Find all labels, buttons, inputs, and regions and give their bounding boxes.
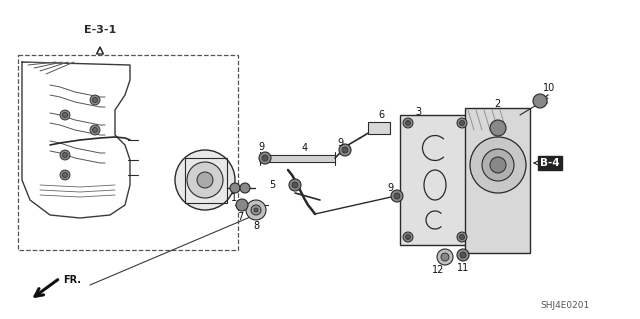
Text: 5: 5 xyxy=(269,180,275,190)
Text: 8: 8 xyxy=(253,221,259,231)
Circle shape xyxy=(60,150,70,160)
Circle shape xyxy=(175,150,235,210)
Text: 12: 12 xyxy=(431,265,444,275)
Circle shape xyxy=(240,183,250,193)
Text: 1: 1 xyxy=(231,193,237,203)
Circle shape xyxy=(406,234,410,240)
Circle shape xyxy=(289,179,301,191)
Circle shape xyxy=(460,121,465,125)
Text: 10: 10 xyxy=(543,83,555,93)
Circle shape xyxy=(259,152,271,164)
Circle shape xyxy=(90,95,100,105)
Bar xyxy=(260,155,335,162)
Circle shape xyxy=(482,149,514,181)
Circle shape xyxy=(339,144,351,156)
Circle shape xyxy=(236,199,248,211)
Circle shape xyxy=(490,157,506,173)
Text: FR.: FR. xyxy=(63,275,81,285)
Circle shape xyxy=(246,200,266,220)
Circle shape xyxy=(63,173,67,177)
Text: 4: 4 xyxy=(302,143,308,153)
Circle shape xyxy=(394,193,400,199)
Circle shape xyxy=(441,253,449,261)
Text: E-3-1: E-3-1 xyxy=(84,25,116,35)
Circle shape xyxy=(90,125,100,135)
Circle shape xyxy=(254,208,258,212)
Text: B-4: B-4 xyxy=(540,158,559,168)
Text: SHJ4E0201: SHJ4E0201 xyxy=(540,300,589,309)
Bar xyxy=(400,115,470,245)
Circle shape xyxy=(490,120,506,136)
Text: 9: 9 xyxy=(337,138,343,148)
Circle shape xyxy=(187,162,223,198)
Circle shape xyxy=(391,190,403,202)
Circle shape xyxy=(403,118,413,128)
Circle shape xyxy=(63,113,67,117)
Circle shape xyxy=(457,232,467,242)
Circle shape xyxy=(403,232,413,242)
Bar xyxy=(185,158,227,203)
Circle shape xyxy=(460,252,466,258)
Circle shape xyxy=(470,137,526,193)
Text: 9: 9 xyxy=(387,183,393,193)
Circle shape xyxy=(533,94,547,108)
Circle shape xyxy=(230,183,240,193)
Circle shape xyxy=(262,155,268,161)
Circle shape xyxy=(60,170,70,180)
Circle shape xyxy=(437,249,453,265)
Circle shape xyxy=(342,147,348,153)
Bar xyxy=(465,108,530,253)
Text: 7: 7 xyxy=(237,212,243,222)
Circle shape xyxy=(63,152,67,158)
Circle shape xyxy=(457,118,467,128)
Circle shape xyxy=(457,249,469,261)
Circle shape xyxy=(251,205,261,215)
Circle shape xyxy=(292,182,298,188)
Text: 3: 3 xyxy=(415,107,421,117)
Circle shape xyxy=(93,98,97,102)
Bar xyxy=(368,122,390,134)
Circle shape xyxy=(406,121,410,125)
Circle shape xyxy=(460,234,465,240)
Bar xyxy=(18,55,238,250)
Text: 2: 2 xyxy=(494,99,500,109)
Circle shape xyxy=(197,172,213,188)
Circle shape xyxy=(93,128,97,132)
Circle shape xyxy=(60,110,70,120)
Text: 9: 9 xyxy=(258,142,264,152)
Text: 6: 6 xyxy=(378,110,384,120)
Text: 11: 11 xyxy=(457,263,469,273)
